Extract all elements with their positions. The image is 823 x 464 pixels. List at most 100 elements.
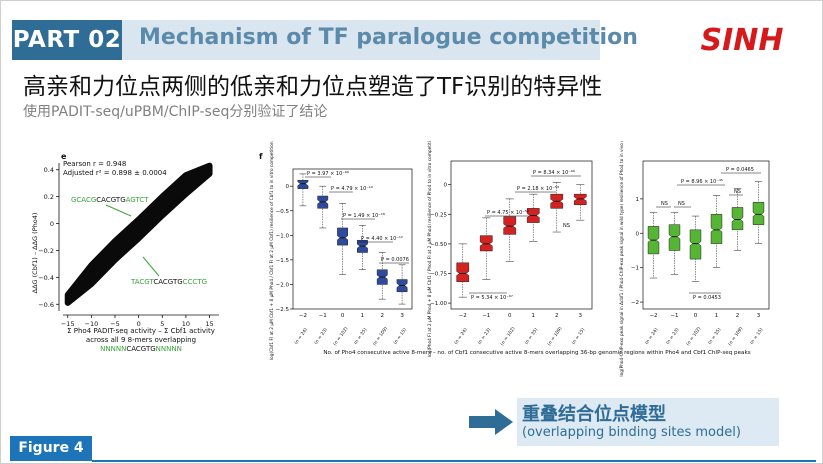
boxplot-y-tick-label: −1.0	[276, 233, 290, 239]
seq-top: GCACGCACGTGAGTCT	[71, 196, 149, 204]
boxplot-annotation: P = 8.96 × 10⁻⁴⁵	[681, 179, 723, 185]
boxplot-y-label: log(Pho4 Fl at 2 μM Pho4 + 8 μM Cbf1 / P…	[427, 141, 433, 357]
scatter-x-tick-label: 5	[160, 320, 164, 328]
scatter-x-tick-label: −10	[85, 320, 99, 328]
boxplot-n-label: (n = 109)	[727, 326, 744, 347]
scatter-y-tick-label: 0.4	[44, 166, 54, 174]
boxplot-y-tick-label: 0	[636, 231, 640, 237]
callout-title: 重叠结合位点模型	[522, 404, 666, 425]
panel-f: f 0 −0.5 −1.0 −1.5 −2.0 −2.5 −2 (n = 24) −1 (n = …	[259, 141, 770, 377]
scatter-x-tick-label: 10	[182, 320, 190, 328]
boxplot-annotation: NS	[661, 201, 668, 207]
boxplot-n-label: (n = 35)	[524, 327, 540, 346]
part-title: Mechanism of TF paralogue competition	[139, 25, 638, 50]
boxplot-annotation: P = 4.75 × 10⁻⁵⁸	[487, 210, 529, 216]
box-plot-pho4-in-vivo: 1 0 −1 −2 −2 (n = 24) −1 (n = 23) 0 (n = 102) 1 (n …	[619, 141, 770, 377]
boxplot-n-label: (n = 15)	[571, 327, 587, 346]
boxplot-x-tick-label: −2	[459, 313, 467, 319]
sinh-logo: SINH	[701, 23, 784, 55]
boxplot-x-tick-label: −1	[670, 313, 678, 319]
boxplot-annotation: NS	[563, 223, 570, 229]
figure-area: e −15 −10 −5 0 5 10 15−0.6−0.4−0.200.20.4 Pear…	[31, 141, 770, 377]
boxplot-annotation: P = 3.97 × 10⁻⁶⁶	[307, 171, 349, 177]
boxplot-n-label: (n = 23)	[665, 327, 681, 346]
boxplot-y-tick-label: 0	[286, 184, 290, 190]
boxplot-annotation: P = 0.0453	[693, 295, 721, 301]
callout-subtitle: (overlapping binding sites model)	[522, 425, 741, 440]
boxplot-y-tick-label: −2.5	[276, 307, 290, 313]
boxplot-annotation: P = 5.34 × 10⁻⁶⁷	[471, 295, 513, 301]
seq-bottom-core: CACGTG	[153, 278, 182, 286]
scatter-y-tick-label: 0.2	[44, 193, 54, 201]
panel-e: e −15 −10 −5 0 5 10 15 −0.6 −0.4 −0.2 0 0.2 0.4 Pear…	[31, 152, 219, 353]
panel-e-xlabel-1: Σ Pho4 PADIT-seq activity – Σ Cbf1 activ…	[67, 327, 215, 335]
boxplot-y-tick-label: 0	[444, 183, 448, 189]
boxplot-frame	[292, 168, 413, 310]
boxplot-x-tick-label: 2	[381, 313, 385, 319]
boxplot-n-label: (n = 109)	[546, 326, 563, 347]
boxplot-y-tick-label: −1	[631, 266, 639, 272]
boxplot-annotation: P = 8.34 × 10⁻⁶⁶	[533, 170, 575, 176]
boxplot-annotation: P = 2.18 × 10⁻⁵³	[517, 186, 559, 192]
part-label: PART 02	[12, 20, 122, 60]
panel-f-label: f	[259, 152, 263, 161]
boxplot-n-label: (n = 24)	[293, 327, 309, 346]
boxplot-n-label: (n = 24)	[453, 327, 469, 346]
logo-text: SINH	[701, 23, 784, 55]
box-plot-cbf1-resilience: 0 −0.5 −1.0 −1.5 −2.0 −2.5 −2 (n = 24) −1 (n = 23…	[269, 141, 413, 360]
callout-box	[517, 398, 779, 446]
boxplot-x-tick-label: 3	[757, 313, 761, 319]
scatter-x-tick-label: −5	[110, 320, 120, 328]
panel-e-xlabel-3: NNNNNCACGTGNNNNN	[100, 345, 182, 353]
boxplot-x-tick-label: 0	[341, 313, 345, 319]
scatter-y-tick-label: −0.6	[38, 301, 54, 309]
panel-e-label: e	[61, 152, 67, 161]
boxplot-box	[297, 180, 309, 189]
boxplot-box	[668, 224, 681, 251]
boxplot-n-label: (n = 102)	[685, 326, 702, 347]
bottom-rule	[92, 460, 816, 462]
boxplot-x-tick-label: 0	[508, 313, 512, 319]
boxplot-frame	[450, 160, 593, 310]
stat-pearson: Pearson r = 0.948	[63, 160, 126, 168]
boxplot-n-label: (n = 24)	[644, 327, 660, 346]
boxplot-n-label: (n = 23)	[313, 327, 329, 346]
boxplot-y-tick-label: −0.25	[430, 212, 447, 218]
boxplot-annotation: P = 4.40 × 10⁻¹²	[361, 236, 403, 242]
xlabel-seq-right: NNNNN	[156, 345, 182, 353]
boxplot-annotation: P = 4.79 × 10⁻¹⁰	[331, 186, 373, 192]
boxplot-y-tick-label: 1	[636, 197, 640, 203]
scatter-y-tick-label: 0	[50, 220, 54, 228]
boxplot-y-label: log(Pho4-ChIP-exo peak signal in Δcbf1 /…	[619, 141, 625, 377]
boxplot-x-tick-label: −2	[299, 313, 307, 319]
boxplot-x-tick-label: −2	[649, 313, 657, 319]
boxplot-annotation: P = 1.49 × 10⁻¹⁸	[343, 213, 385, 219]
boxplot-box	[689, 229, 702, 260]
right-arrow-icon	[469, 409, 513, 435]
boxplot-n-label: (n = 35)	[353, 327, 369, 346]
boxplot-box	[456, 262, 470, 283]
boxplot-box	[337, 227, 348, 246]
boxplot-y-tick-label: −0.5	[276, 209, 290, 215]
boxplot-y-tick-label: −2.0	[276, 282, 290, 288]
panel-e-ylabel: ΔΔG (Cbf1) – ΔΔG (Pho4)	[31, 213, 39, 294]
boxplot-annotation: NS	[734, 189, 741, 195]
boxplot-y-label: log(Cbf1 Fl at 2 μM Cbf1 + 8 μM Pho4 / C…	[269, 141, 275, 360]
boxplot-box	[503, 216, 517, 235]
boxplot-annotation: P = 0.0465	[726, 167, 754, 173]
boxplot-y-tick-label: −1.00	[430, 301, 447, 307]
boxplot-box	[710, 214, 723, 244]
slide-subline: 使用PADIT-seq/uPBM/ChIP-seq分别验证了结论	[23, 104, 328, 120]
boxplot-frame	[642, 160, 770, 310]
seq-top-left: GCACG	[71, 196, 96, 204]
seq-bottom-right: CCCTG	[183, 278, 207, 286]
boxplot-n-label: (n = 35)	[707, 327, 723, 346]
slide-headline: 高亲和力位点两侧的低亲和力位点塑造了TF识别的特异性	[23, 74, 603, 100]
scatter-x-tick-label: 0	[137, 320, 141, 328]
scatter-plot: −15 −10 −5 0 5 10 15 −0.6 −0.4 −0.2 0 0.2 0.4	[38, 162, 219, 328]
panel-e-xlabel-2: across all 9 8-mers overlapping	[86, 336, 196, 344]
boxplot-x-tick-label: 3	[400, 313, 404, 319]
boxplot-n-label: (n = 15)	[392, 327, 408, 346]
boxplot-annotation: NS	[678, 201, 685, 207]
